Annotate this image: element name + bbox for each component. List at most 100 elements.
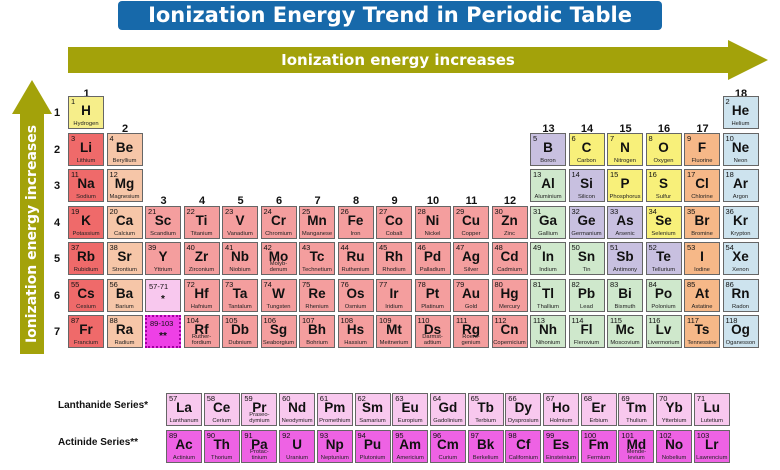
element-symbol: Rf — [194, 322, 209, 337]
element-name: Helium — [731, 121, 750, 127]
element-symbol: Sg — [269, 322, 288, 337]
atomic-number: 114 — [571, 316, 584, 325]
atomic-number: 71 — [696, 394, 706, 403]
element-cell-cm: 96 Cm Curium — [429, 430, 466, 463]
atomic-number: 25 — [302, 206, 311, 216]
atomic-number: 12 — [109, 170, 118, 179]
element-symbol: Kr — [732, 212, 748, 228]
element-cell-ar: 18 Ar Argon — [722, 169, 759, 202]
element-symbol: K — [81, 212, 91, 228]
element-name: Yttrium — [153, 267, 173, 273]
element-symbol: Mg — [114, 176, 135, 191]
element-cell-mo: 42 Mo Molyb-denum — [260, 242, 297, 275]
element-name: Roent-genium — [461, 334, 481, 346]
element-symbol: Ca — [115, 212, 134, 228]
atomic-number: 6 — [571, 133, 576, 143]
atomic-number: 118 — [725, 316, 738, 325]
element-cell-mt: 109 Mt Meitnerium — [376, 315, 412, 348]
element-name: Berkelium — [472, 455, 499, 461]
atomic-number: 9 — [687, 133, 692, 143]
element-symbol: Rb — [77, 249, 95, 264]
atomic-number: 8 — [648, 133, 653, 143]
atomic-number: 30 — [494, 206, 503, 216]
element-name: Sulfur — [655, 194, 672, 200]
group-label: 8 — [352, 195, 360, 207]
element-cell-db: 105 Db Dubnium — [222, 315, 258, 348]
element-name: Barium — [115, 303, 134, 310]
element-symbol: N — [620, 139, 630, 155]
atomic-number: 10 — [725, 133, 734, 143]
element-name: Carbon — [576, 157, 596, 164]
element-name: Cesium — [76, 303, 96, 310]
element-name: Chlorine — [691, 194, 713, 200]
element-symbol: Fr — [79, 322, 93, 337]
element-name: Seaborgium — [262, 340, 295, 346]
atomic-number: 83 — [610, 279, 619, 289]
element-cell-te: 52 Te Tellurium — [645, 242, 682, 275]
element-name: Manganese — [301, 230, 333, 237]
atomic-number: 96 — [432, 431, 442, 440]
element-symbol: Lv — [655, 322, 672, 337]
element-name: Gold — [464, 303, 478, 310]
element-name: Dubnium — [228, 340, 252, 346]
atomic-number: 99 — [546, 431, 555, 440]
element-cell-yb: 70 Yb Ytterbium — [656, 393, 693, 426]
element-symbol: Nb — [231, 249, 249, 264]
element-cell-pm: 61 Pm Promethium — [316, 393, 353, 426]
atomic-number: 87 — [71, 316, 80, 325]
atomic-number: 19 — [71, 206, 80, 216]
element-cell-ba: 56 Ba Barium — [106, 278, 143, 312]
element-name: Osmium — [344, 303, 367, 310]
group-label: 6 — [275, 195, 283, 207]
element-cell-he: 2 He Helium — [722, 96, 759, 129]
atomic-number: 18 — [725, 170, 734, 179]
atomic-number: 112 — [494, 316, 507, 325]
element-name: Darmst-adtium — [422, 334, 443, 346]
atomic-number: 56 — [109, 279, 118, 289]
element-name: Chromium — [265, 230, 292, 237]
element-symbol: Pm — [324, 400, 346, 415]
element-cell-mg: 12 Mg Magnesium — [106, 169, 143, 202]
group-label: 9 — [391, 195, 398, 207]
element-cell-es: 99 Es Einsteinium — [543, 430, 579, 463]
atomic-number: 42 — [263, 243, 272, 252]
atomic-number: 100 — [583, 431, 597, 440]
atomic-number: 44 — [340, 243, 349, 252]
atomic-number: 31 — [533, 206, 542, 216]
element-symbol: Pu — [363, 437, 382, 452]
atomic-number: 116 — [648, 316, 661, 325]
element-cell-ni: 28 Ni Nickel — [414, 205, 451, 239]
element-cell-lv: 116 Lv Livermorium — [645, 315, 682, 348]
element-cell-bk: 97 Bk Berkelium — [467, 430, 504, 463]
group-label: 3 — [160, 195, 167, 207]
element-cell-rf: 104 Rf Ruther-fordium — [183, 315, 220, 348]
atomic-number: 23 — [225, 206, 234, 216]
period-label: 6 — [53, 289, 61, 302]
element-symbol: La — [176, 400, 192, 415]
element-cell-ra: 88 Ra Radium — [106, 315, 143, 348]
element-name: Tin — [582, 267, 591, 273]
element-cell-eu: 63 Eu Europium — [392, 393, 429, 426]
atomic-number: 77 — [379, 279, 388, 289]
element-cell-se: 34 Se Selenium — [645, 205, 682, 239]
element-symbol: Be — [115, 139, 134, 155]
element-symbol: Ga — [538, 212, 557, 228]
element-name: Tantalum — [228, 303, 252, 310]
element-symbol: Ti — [195, 212, 208, 228]
element-cell-ga: 31 Ga Gallium — [530, 205, 566, 239]
element-name: Silicon — [577, 194, 596, 200]
atomic-number: 85 — [687, 279, 696, 289]
element-symbol: Ar — [732, 176, 748, 191]
atomic-number: 109 — [379, 316, 392, 325]
atomic-number: 41 — [225, 243, 234, 252]
element-cell-i: 53 I Iodine — [684, 242, 720, 275]
element-cell-rb: 37 Rb Rubidium — [68, 242, 104, 275]
element-name: Erbium — [589, 418, 608, 424]
element-symbol: Os — [346, 285, 365, 301]
atomic-number: 49 — [533, 243, 542, 252]
element-name: Meitnerium — [379, 340, 409, 346]
atomic-number: 40 — [186, 243, 195, 252]
element-cell-fm: 100 Fm Fermium — [580, 430, 617, 463]
element-symbol: Ce — [213, 400, 231, 415]
element-cell-sr: 38 Sr Strontium — [106, 242, 143, 275]
